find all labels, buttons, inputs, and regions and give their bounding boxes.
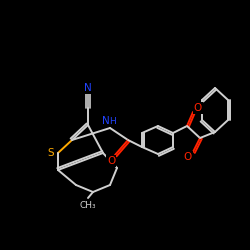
Text: H: H xyxy=(108,116,116,126)
Text: N: N xyxy=(84,83,92,93)
Text: S: S xyxy=(48,148,54,158)
Text: O: O xyxy=(194,103,202,113)
Text: O: O xyxy=(107,156,115,166)
Text: N: N xyxy=(102,116,110,126)
Text: O: O xyxy=(184,152,192,162)
Text: CH₃: CH₃ xyxy=(80,200,96,209)
